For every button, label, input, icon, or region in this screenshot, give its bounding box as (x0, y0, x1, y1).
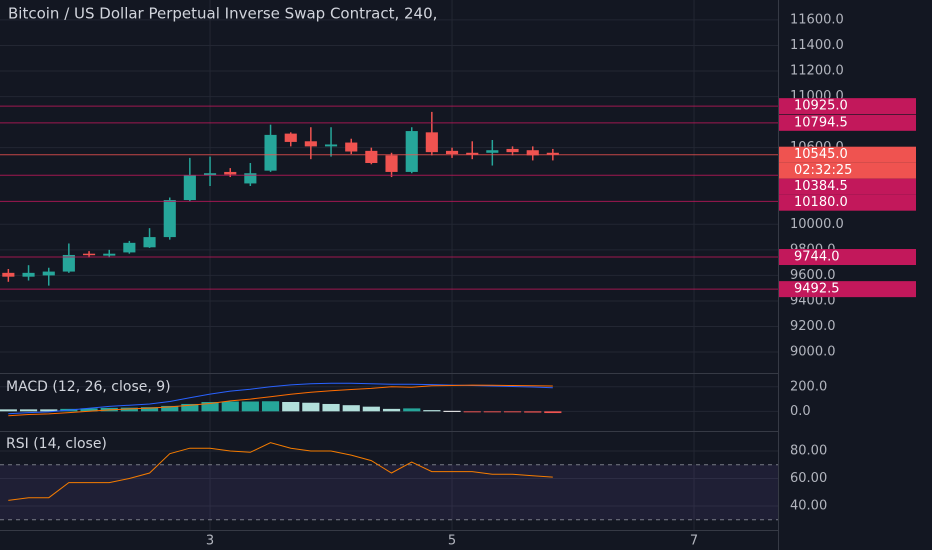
candle-body (365, 150, 378, 163)
candle-body (304, 141, 317, 147)
marks-layer (0, 105, 778, 501)
rsi-title: RSI (14, close) (6, 436, 107, 452)
macd-histogram-bar (382, 408, 401, 412)
macd-histogram-bar (161, 405, 179, 412)
macd-histogram-bar (0, 409, 17, 412)
candle-body (143, 237, 156, 248)
candle-body (42, 271, 55, 276)
macd-histogram-bar (302, 402, 320, 412)
chart-title: Bitcoin / US Dollar Perpetual Inverse Sw… (8, 5, 437, 23)
y-tick-label: 200.0 (790, 379, 827, 394)
macd-histogram-bar (423, 410, 441, 412)
y-tick-label: 11600.0 (790, 12, 844, 27)
price-badge-label: 10925.0 (794, 99, 848, 114)
price-badge (779, 146, 916, 163)
y-tick-label: 10000.0 (790, 217, 844, 232)
macd-histogram-bar (403, 408, 421, 412)
macd-histogram-bar (241, 401, 259, 412)
price-badge-label: 10545.0 (794, 147, 848, 162)
candle-body (284, 133, 297, 142)
candle-body (264, 134, 277, 171)
price-badge (779, 98, 916, 115)
grid-layer (0, 0, 778, 530)
y-tick-label: 9400.0 (790, 293, 836, 308)
candle-body (123, 242, 136, 253)
macd-histogram-bar (342, 405, 360, 412)
price-badge-label: 10794.5 (794, 115, 848, 130)
candle-body (385, 155, 398, 172)
y-tick-label: 11400.0 (790, 38, 844, 53)
macd-histogram-bar (443, 410, 461, 412)
macd-histogram-bar (221, 401, 239, 412)
x-tick-label: 3 (206, 534, 214, 549)
price-badge-label: 10180.0 (794, 195, 848, 210)
y-tick-label: 9200.0 (790, 319, 836, 334)
y-tick-label: 40.00 (790, 498, 827, 513)
x-tick-label: 7 (690, 534, 698, 549)
rsi-line (8, 442, 553, 501)
countdown-badge (779, 162, 916, 179)
price-badge-label: 9492.5 (794, 282, 840, 297)
candle-body (244, 173, 257, 184)
y-tick-label: 9600.0 (790, 268, 836, 283)
candle-body (183, 175, 196, 201)
price-badge-label: 9744.0 (794, 250, 840, 265)
candle-body (62, 254, 75, 272)
macd-title: MACD (12, 26, close, 9) (6, 379, 171, 395)
price-badge (779, 281, 916, 298)
candle-body (506, 148, 519, 153)
candle-body (82, 253, 96, 256)
rsi-band (0, 464, 778, 520)
candle-body (324, 144, 338, 147)
y-tick-label: 0.0 (790, 404, 811, 419)
macd-histogram-bar (483, 411, 501, 413)
price-badge (779, 249, 916, 266)
countdown-label: 02:32:25 (794, 163, 852, 178)
candle-body (103, 253, 116, 256)
candle-body (405, 131, 418, 172)
macd-histogram-bar (544, 411, 562, 414)
macd-line (8, 384, 553, 417)
price-badge (779, 114, 916, 131)
price-badge (779, 194, 916, 211)
y-tick-label: 60.00 (790, 471, 827, 486)
candle-body (224, 171, 237, 175)
candle-body (526, 150, 539, 156)
macd-histogram-bar (120, 407, 138, 412)
macd-histogram-bar (19, 409, 38, 412)
candle-body (425, 132, 438, 153)
price-badge-label: 10384.5 (794, 179, 848, 194)
macd-histogram-bar (503, 411, 522, 413)
candle-body (163, 200, 176, 238)
candle-body (466, 152, 479, 155)
macd-histogram-bar (463, 411, 481, 413)
candle-body (22, 272, 35, 277)
macd-histogram-bar (140, 407, 159, 412)
candle-body (345, 142, 358, 152)
macd-histogram-bar (201, 402, 219, 412)
candle-body (203, 173, 217, 176)
macd-histogram-bar (362, 406, 380, 412)
candle-body (445, 150, 459, 155)
macd-histogram-bar (282, 402, 300, 412)
y-tick-label: 80.00 (790, 443, 827, 458)
candle-body (546, 152, 559, 155)
x-tick-label: 5 (448, 534, 456, 549)
macd-histogram-bar (524, 411, 542, 413)
y-tick-label: 9000.0 (790, 345, 836, 360)
macd-histogram-bar (322, 403, 340, 412)
price-badge (779, 178, 916, 195)
axis-layer: 3579000.09200.09400.09600.09800.010000.0… (206, 12, 916, 549)
macd-histogram-bar (80, 408, 98, 412)
candle-body (2, 272, 15, 277)
candle-body (486, 150, 499, 153)
macd-histogram-bar (40, 409, 58, 412)
macd-histogram-bar (181, 403, 199, 412)
y-tick-label: 11200.0 (790, 64, 844, 79)
macd-histogram-bar (261, 401, 280, 412)
